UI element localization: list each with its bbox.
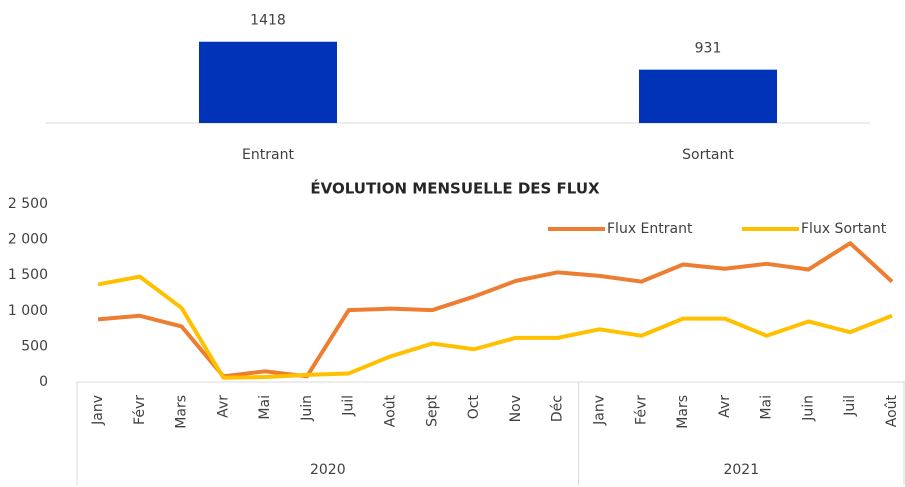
- x-tick-label: Sept: [424, 395, 440, 427]
- line-series: [97, 241, 894, 379]
- x-tick-label: Avr: [215, 395, 231, 418]
- x-tick-label: Oct: [466, 395, 482, 420]
- year-label: 2020: [310, 462, 346, 478]
- x-tick-label: Juil: [341, 395, 357, 417]
- x-tick-label: Juil: [842, 395, 858, 417]
- y-tick-label: 2 000: [8, 232, 48, 248]
- bar: [639, 69, 777, 123]
- bar: [199, 41, 337, 124]
- line-series: [97, 274, 893, 380]
- chart-title: ÉVOLUTION MENSUELLE DES FLUX: [310, 179, 600, 198]
- x-tick-label: Mai: [257, 395, 273, 420]
- y-tick-label: 1 500: [8, 267, 48, 283]
- x-tick-label: Août: [383, 394, 399, 427]
- y-tick-label: 2 500: [8, 196, 48, 212]
- x-tick-label: Août: [884, 394, 900, 427]
- x-tick-label: Entrant: [242, 147, 294, 163]
- x-tick-label: Déc: [550, 395, 566, 422]
- legend-label: Flux Sortant: [801, 221, 887, 237]
- y-tick-label: 0: [39, 374, 48, 390]
- x-tick-label: Avr: [717, 395, 733, 418]
- legend-label: Flux Entrant: [607, 221, 693, 237]
- x-tick-label: Juin: [800, 395, 816, 422]
- x-tick-label: Nov: [508, 395, 524, 422]
- x-tick-label: Févr: [132, 395, 148, 425]
- x-tick-label: Févr: [633, 395, 649, 425]
- y-tick-label: 500: [21, 338, 48, 354]
- x-tick-label: Janv: [90, 395, 106, 426]
- x-tick-label: Mai: [759, 395, 775, 420]
- x-tick-label: Juin: [299, 395, 315, 422]
- x-tick-label: Janv: [591, 395, 607, 426]
- x-tick-label: Mars: [174, 395, 190, 429]
- x-tick-label: Mars: [675, 395, 691, 429]
- data-label: 1418: [250, 13, 286, 29]
- data-label: 931: [695, 41, 722, 57]
- y-tick-label: 1 000: [8, 303, 48, 319]
- year-label: 2021: [723, 462, 759, 478]
- x-tick-label: Sortant: [682, 147, 734, 163]
